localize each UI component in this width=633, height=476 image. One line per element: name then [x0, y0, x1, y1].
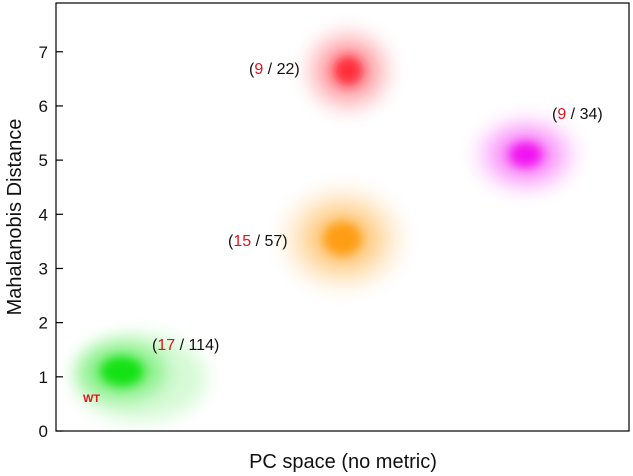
cluster-count-label: (9 / 34) [552, 106, 603, 123]
cluster-count-highlight: 17 [157, 337, 175, 354]
cluster-count-total: / 22) [263, 61, 299, 78]
y-tick-label: 1 [39, 368, 48, 387]
cluster-core [509, 141, 543, 168]
cluster-count-highlight: 9 [254, 61, 263, 78]
cluster-count-highlight: 15 [233, 233, 251, 250]
cluster-count-total: / 114) [175, 337, 219, 354]
cluster-count-label: (15 / 57) [228, 233, 288, 250]
cluster-count-total: / 34) [566, 106, 602, 123]
x-axis-label: PC space (no metric) [249, 451, 437, 473]
cluster-point-cloud [475, 117, 577, 193]
cluster-core [333, 56, 363, 86]
y-tick-label: 7 [39, 43, 48, 62]
y-tick-label: 4 [39, 205, 48, 224]
wt-label: WT [83, 393, 100, 405]
cluster-annotations: (17 / 114) WT (15 / 57) (9 / 22) (9 / 34) [83, 61, 603, 405]
cluster-point-cloud [304, 28, 392, 113]
y-axis: 0 1 2 3 4 5 6 7 [39, 43, 63, 441]
cluster-point-cloud [282, 188, 403, 290]
cluster-core [322, 221, 363, 257]
cluster-core [99, 356, 144, 387]
density-clusters [73, 28, 577, 422]
cluster-count-total: / 57) [251, 233, 287, 250]
y-tick-label: 5 [39, 151, 48, 170]
plot-area-frame [55, 2, 630, 432]
y-tick-label: 2 [39, 314, 48, 333]
cluster-count-highlight: 9 [557, 106, 566, 123]
y-axis-label: Mahalanobis Distance [4, 119, 26, 316]
cluster-point-cloud [73, 333, 207, 422]
cluster-count-label: (17 / 114) [152, 337, 219, 354]
cluster-count-label: (9 / 22) [249, 61, 300, 78]
y-tick-label: 6 [39, 97, 48, 116]
y-tick-label: 3 [39, 259, 48, 278]
y-tick-label: 0 [39, 422, 48, 441]
